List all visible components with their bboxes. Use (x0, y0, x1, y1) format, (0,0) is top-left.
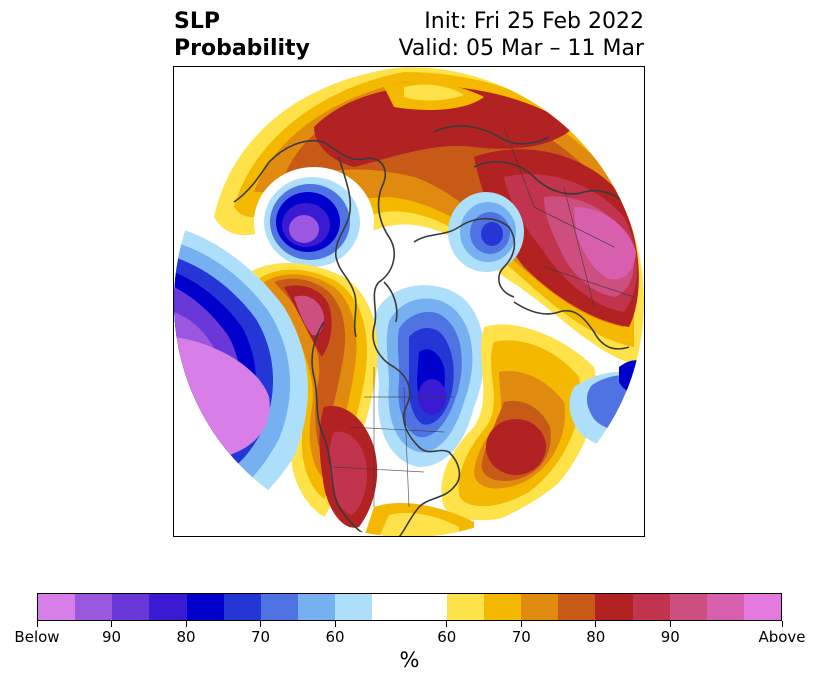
chart-dates: Init: Fri 25 Feb 2022 Valid: 05 Mar – 11… (399, 8, 644, 62)
colorbar-segment (38, 594, 76, 620)
colorbar-segment (706, 594, 744, 620)
borders (333, 126, 635, 508)
colorbar-segment (595, 594, 633, 620)
colorbar-segment (298, 594, 336, 620)
colorbar-segment (223, 594, 261, 620)
colorbar-tick (111, 621, 112, 627)
eastern-north-america-low (372, 285, 485, 467)
colorbar-tick-label: 80 (586, 628, 606, 646)
atlantic-high (441, 324, 597, 521)
colorbar-tick (185, 621, 187, 627)
colorbar-ticks: Below 90 80 70 60 60 70 80 90 Above (14, 621, 806, 651)
colorbar-segment (335, 594, 373, 620)
colorbar-segment (558, 594, 596, 620)
colorbar (37, 593, 782, 621)
colorbar-segment (186, 594, 224, 620)
colorbar-segment (75, 594, 113, 620)
colorbar-tick-label: 60 (437, 628, 457, 646)
colorbar-unit: % (399, 648, 420, 672)
colorbar-tick-label: 70 (511, 628, 531, 646)
colorbar-tick-label: 90 (660, 628, 680, 646)
chart-title: SLP Probability (174, 8, 310, 62)
colorbar-segment (743, 594, 782, 620)
western-us-high (319, 406, 474, 536)
colorbar-tick (595, 621, 597, 627)
colorbar-tick (334, 621, 336, 627)
colorbar-segment (112, 594, 150, 620)
colorbar-tick-label: 90 (101, 628, 122, 646)
colorbar-segment (372, 594, 410, 620)
siberian-low (448, 192, 524, 272)
title-variable: SLP (174, 9, 220, 34)
probability-map (174, 67, 644, 536)
valid-range: Valid: 05 Mar – 11 Mar (398, 36, 644, 61)
colorbar-tick-label: 80 (176, 628, 196, 646)
hudson-bay-low (254, 167, 374, 277)
init-date: Init: Fri 25 Feb 2022 (424, 9, 644, 34)
title-product: Probability (174, 36, 310, 61)
colorbar-segment (483, 594, 522, 620)
colorbar-segment (446, 594, 484, 620)
colorbar-segment (149, 594, 187, 620)
colorbar-segment (669, 594, 707, 620)
colorbar-tick (781, 621, 783, 627)
colorbar-segment (632, 594, 670, 620)
colorbar-tick-label: Above (758, 628, 806, 646)
arctic-high (214, 67, 644, 367)
colorbar-segment (260, 594, 299, 620)
colorbar-tick (446, 621, 448, 627)
colorbar-tick (520, 621, 522, 627)
colorbar-segment (409, 594, 447, 620)
colorbar-tick-label: 70 (250, 628, 271, 646)
colorbar-tick-label: Below (14, 628, 60, 646)
colorbar-tick (36, 621, 38, 627)
coastlines (233, 125, 640, 536)
map-panel (173, 66, 645, 537)
colorbar-tick-label: 60 (325, 628, 345, 646)
colorbar-segment (521, 594, 559, 620)
colorbar-tick (260, 621, 261, 627)
colorbar-tick (669, 621, 671, 627)
